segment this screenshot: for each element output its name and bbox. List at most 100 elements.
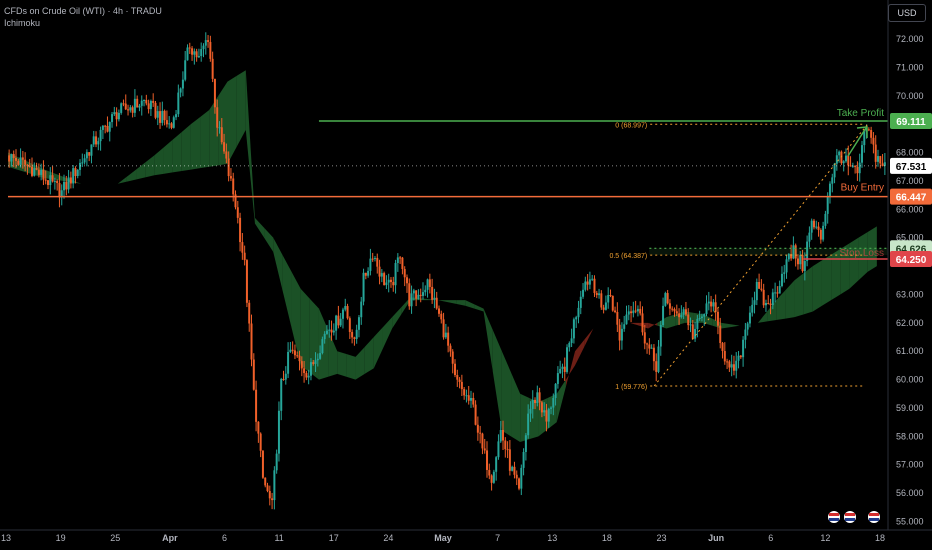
time-tick-label: May: [434, 533, 452, 543]
cloud-segment: [821, 254, 832, 306]
candle-body: [547, 408, 550, 422]
candle-body: [266, 485, 269, 492]
candle-body: [186, 47, 189, 61]
candles: [8, 32, 886, 510]
candle-body: [396, 257, 399, 264]
candle-body: [165, 120, 168, 125]
candle-body: [838, 151, 841, 156]
price-tick-label: 65.000: [896, 233, 924, 243]
candle-body: [518, 478, 521, 489]
candle-body: [794, 245, 797, 259]
candle-body: [74, 168, 77, 177]
candle-body: [440, 313, 443, 320]
candle-body: [419, 294, 422, 296]
candle-body: [49, 175, 52, 186]
price-axis[interactable]: 72.000 71.000 70.000 68.000 67.000 66.000 65.0…: [887, 0, 932, 550]
candle-body: [682, 309, 685, 315]
flag-stripe: [869, 518, 879, 521]
time-tick-label: 13: [1, 533, 11, 543]
candle-body: [447, 332, 450, 346]
candle-body: [790, 253, 793, 259]
candle-body: [463, 389, 466, 396]
candle-body: [248, 302, 251, 324]
candle-body: [33, 168, 36, 176]
candle-body: [133, 98, 136, 113]
candle-body: [319, 353, 322, 359]
candle-body: [764, 302, 767, 306]
candle-body: [513, 466, 516, 475]
candle-body: [252, 359, 255, 390]
candle-body: [175, 114, 178, 118]
cloud-segment: [447, 300, 457, 304]
candle-body: [300, 361, 303, 369]
cloud-segment: [355, 346, 365, 380]
candle-body: [161, 110, 164, 123]
candle-body: [193, 51, 196, 55]
candle-body: [552, 398, 555, 408]
candle-body: [392, 282, 395, 286]
cloud-segment: [584, 328, 594, 347]
candle-body: [360, 301, 363, 318]
candle-body: [410, 293, 413, 307]
candle-body: [767, 302, 770, 304]
candle-body: [348, 318, 351, 332]
candle-body: [104, 125, 107, 127]
candle-body: [863, 131, 866, 146]
candle-body: [275, 453, 278, 471]
price-axis-background: [888, 0, 932, 550]
time-tick-label: 18: [602, 533, 612, 543]
candle-body: [470, 397, 473, 401]
candle-body: [44, 179, 47, 181]
time-tick-label: 13: [547, 533, 557, 543]
candle-body: [296, 355, 299, 357]
candle-body: [833, 163, 836, 178]
candle-body: [652, 347, 655, 362]
candle-body: [184, 60, 187, 80]
candle-body: [143, 99, 146, 101]
candle-body: [666, 293, 669, 304]
candle-body: [216, 107, 219, 128]
candle-body: [124, 103, 127, 110]
candle-body: [195, 51, 198, 58]
candle-body: [492, 471, 495, 483]
candle-body: [840, 151, 843, 164]
candle-body: [255, 389, 258, 422]
price-tick-label: 66.000: [896, 204, 924, 214]
candle-body: [24, 159, 27, 165]
cloud-segment: [172, 131, 182, 173]
cloud-segment: [392, 307, 402, 329]
candle-body: [172, 117, 175, 128]
candle-body: [883, 162, 886, 166]
cloud-segment: [757, 311, 768, 323]
time-axis[interactable]: 13 19 25 Apr 6 11 17 24 May 7 13 18 23 Jun 6 12 18: [0, 529, 932, 543]
candle-body: [716, 311, 719, 326]
candle-body: [236, 207, 239, 218]
candle-body: [771, 292, 774, 306]
candle-body: [739, 355, 742, 358]
stop-loss-label: Stop Loss: [840, 248, 884, 259]
price-tick-label: 72.000: [896, 34, 924, 44]
candle-body: [598, 293, 601, 296]
candle-body: [563, 366, 566, 372]
candle-body: [243, 252, 246, 261]
candle-body: [543, 410, 546, 413]
cloud-segment: [794, 273, 804, 318]
time-tick-label: 17: [329, 533, 339, 543]
candle-body: [614, 310, 617, 313]
candle-body: [630, 311, 633, 314]
candle-body: [753, 300, 756, 305]
cloud-segment: [291, 271, 301, 366]
event-flags: [828, 511, 880, 523]
candle-body: [293, 350, 296, 356]
candle-body: [312, 362, 315, 364]
cloud-segment: [849, 237, 859, 289]
candle-body: [808, 232, 811, 242]
candle-body: [497, 441, 500, 458]
indicator-label[interactable]: Ichimoku: [4, 18, 41, 28]
candle-body: [63, 181, 66, 191]
currency-button[interactable]: USD: [888, 4, 926, 22]
candle-body: [755, 281, 758, 301]
candle-body: [220, 127, 223, 143]
cloud-segment: [675, 311, 685, 326]
